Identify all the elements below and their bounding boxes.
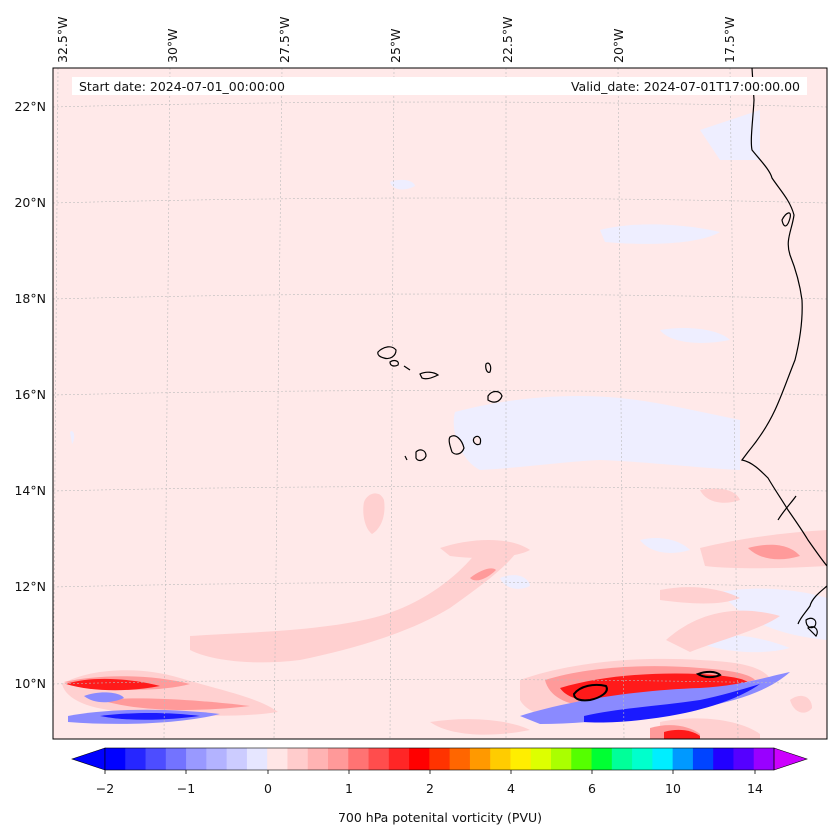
- colorbar-cell: [388, 748, 410, 770]
- colorbar-cell: [469, 748, 491, 770]
- colorbar-cell: [246, 748, 268, 770]
- colorbar-cell: [672, 748, 694, 770]
- lon-label: 20°W: [611, 28, 626, 63]
- colorbar-extend-min: [71, 747, 106, 771]
- colorbar-cell: [652, 748, 674, 770]
- pv-negative-light-fields: [70, 110, 827, 653]
- colorbar-tick-label: 6: [588, 781, 596, 796]
- colorbar-cell: [125, 748, 147, 770]
- colorbar: −2 −1 0 1 2 4 6 10 14 700 hPa potenital …: [71, 747, 808, 825]
- lat-label: 20°N: [14, 195, 46, 210]
- pv-positive-strong-fields: [66, 673, 750, 739]
- latitude-labels: 22°N 20°N 18°N 16°N 14°N 12°N 10°N: [14, 99, 46, 691]
- colorbar-tick-label: 14: [747, 781, 763, 796]
- colorbar-cell: [267, 748, 288, 770]
- colorbar-cell: [226, 748, 248, 770]
- start-date-label: Start date: 2024-07-01_00:00:00: [79, 79, 285, 94]
- colorbar-cell: [368, 748, 390, 770]
- pv-negative-strong-fields: [100, 684, 760, 723]
- colorbar-cell: [449, 748, 471, 770]
- colorbar-tick-label: −1: [177, 781, 195, 796]
- lat-label: 14°N: [14, 483, 46, 498]
- colorbar-tick-label: −2: [96, 781, 114, 796]
- header-bar: [72, 77, 807, 95]
- colorbar-cells: [105, 748, 775, 770]
- lat-label: 18°N: [14, 291, 46, 306]
- colorbar-cell: [692, 748, 714, 770]
- valid-date-label: Valid_date: 2024-07-01T17:00:00.00: [571, 79, 800, 94]
- colorbar-cell: [307, 748, 329, 770]
- colorbar-cell: [611, 748, 633, 770]
- lon-label: 30°W: [165, 28, 180, 63]
- lon-label: 27.5°W: [277, 17, 292, 63]
- colorbar-cell: [733, 748, 755, 770]
- coastline: [740, 68, 827, 637]
- map-panel: [53, 68, 827, 739]
- colorbar-cell: [490, 748, 511, 770]
- cape-verde-islands: [377, 346, 503, 462]
- colorbar-cell: [753, 748, 775, 770]
- colorbar-tick-label: 10: [665, 781, 681, 796]
- colorbar-cell: [206, 748, 228, 770]
- colorbar-cell: [165, 748, 187, 770]
- colorbar-cell: [429, 748, 451, 770]
- lat-label: 22°N: [14, 99, 46, 114]
- pv-contour-lines: [572, 670, 722, 702]
- colorbar-tick-label: 4: [507, 781, 515, 796]
- colorbar-cell: [348, 748, 370, 770]
- colorbar-tick-label: 0: [264, 781, 272, 796]
- colorbar-cell: [632, 748, 653, 770]
- colorbar-ticks: [104, 770, 756, 774]
- colorbar-cell: [713, 748, 734, 770]
- lon-label: 22.5°W: [500, 17, 515, 63]
- lon-label: 25°W: [388, 28, 403, 63]
- colorbar-frame: [104, 747, 775, 771]
- colorbar-tick-label: 1: [345, 781, 353, 796]
- colorbar-cell: [571, 748, 593, 770]
- lat-label: 10°N: [14, 676, 46, 691]
- colorbar-cell: [105, 748, 126, 770]
- colorbar-cell: [510, 748, 532, 770]
- colorbar-extend-max: [773, 747, 808, 771]
- colorbar-cell: [530, 748, 552, 770]
- colorbar-cell: [328, 748, 349, 770]
- colorbar-tick-labels: −2 −1 0 1 2 4 6 10 14: [96, 781, 763, 796]
- colorbar-cell: [287, 748, 309, 770]
- colorbar-cell: [186, 748, 207, 770]
- lat-label: 12°N: [14, 579, 46, 594]
- lon-label: 32.5°W: [55, 17, 70, 63]
- lat-label: 16°N: [14, 387, 46, 402]
- colorbar-cell: [551, 748, 572, 770]
- colorbar-cell: [409, 748, 430, 770]
- lon-label: 17.5°W: [722, 17, 737, 63]
- colorbar-tick-label: 2: [426, 781, 434, 796]
- colorbar-cell: [591, 748, 613, 770]
- colorbar-label: 700 hPa potenital vorticity (PVU): [338, 810, 542, 825]
- longitude-labels: 32.5°W 30°W 27.5°W 25°W 22.5°W 20°W 17.5…: [55, 17, 737, 63]
- colorbar-cell: [145, 748, 167, 770]
- map-frame: [52, 67, 828, 740]
